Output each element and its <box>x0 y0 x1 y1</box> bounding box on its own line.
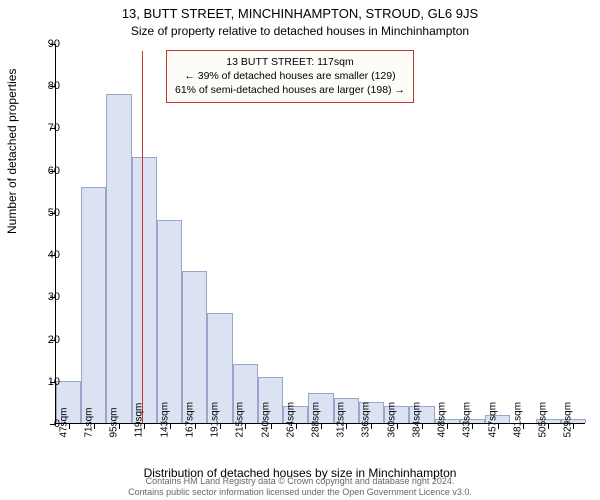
annotation-line: 13 BUTT STREET: 117sqm <box>175 55 405 69</box>
chart-title-sub: Size of property relative to detached ho… <box>0 24 600 38</box>
histogram-bar <box>132 157 157 423</box>
histogram-bar <box>157 220 182 423</box>
y-tick-label: 0 <box>30 418 60 430</box>
y-tick-label: 50 <box>30 207 60 219</box>
footer-line-1: Contains HM Land Registry data © Crown c… <box>0 476 600 487</box>
y-tick-label: 30 <box>30 291 60 303</box>
annotation-line: ← 39% of detached houses are smaller (12… <box>175 69 405 83</box>
y-tick-label: 60 <box>30 165 60 177</box>
y-tick-label: 40 <box>30 249 60 261</box>
y-tick-label: 80 <box>30 80 60 92</box>
annotation-box: 13 BUTT STREET: 117sqm← 39% of detached … <box>166 50 414 103</box>
y-tick-label: 90 <box>30 38 60 50</box>
footer-line-2: Contains public sector information licen… <box>0 487 600 498</box>
footer-attribution: Contains HM Land Registry data © Crown c… <box>0 476 600 498</box>
histogram-bar <box>81 187 106 423</box>
histogram-bar <box>106 94 131 423</box>
chart-container: 13, BUTT STREET, MINCHINHAMPTON, STROUD,… <box>0 0 600 500</box>
annotation-line: 61% of semi-detached houses are larger (… <box>175 83 405 97</box>
chart-title-main: 13, BUTT STREET, MINCHINHAMPTON, STROUD,… <box>0 6 600 21</box>
y-tick-label: 20 <box>30 334 60 346</box>
y-tick-label: 10 <box>30 376 60 388</box>
y-tick-label: 70 <box>30 122 60 134</box>
y-axis-title: Number of detached properties <box>5 69 19 234</box>
reference-line <box>142 51 143 423</box>
plot-area: 13 BUTT STREET: 117sqm← 39% of detached … <box>55 44 585 424</box>
histogram-bar <box>182 271 207 423</box>
